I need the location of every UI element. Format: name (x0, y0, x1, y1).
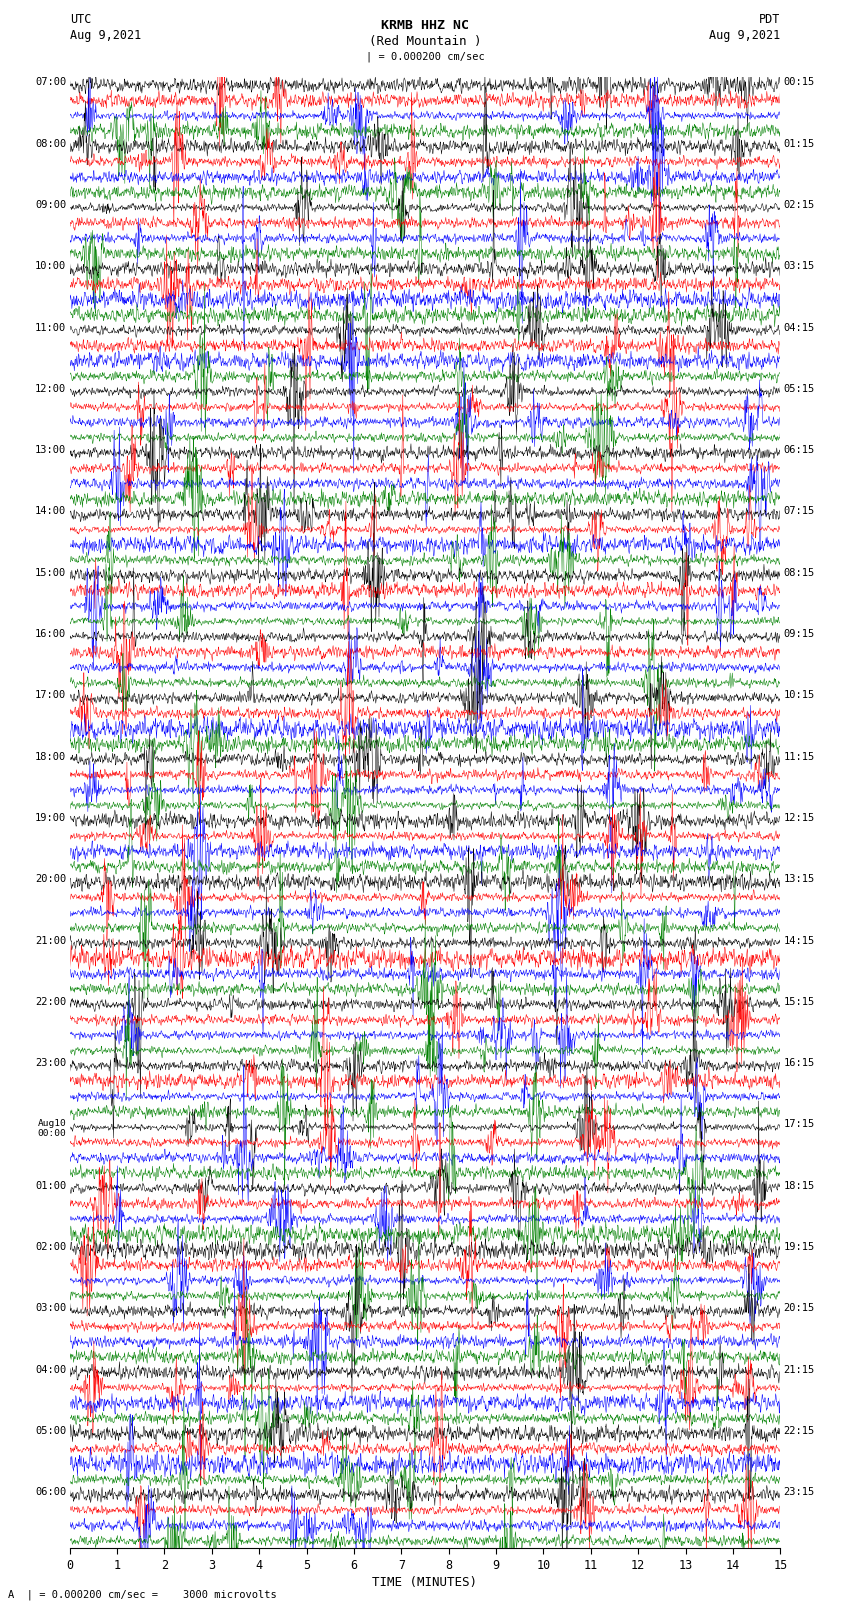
Text: 08:00: 08:00 (35, 139, 66, 148)
Text: 16:15: 16:15 (784, 1058, 815, 1068)
Text: Aug10
00:00: Aug10 00:00 (37, 1119, 66, 1139)
Text: 20:00: 20:00 (35, 874, 66, 884)
Text: PDT: PDT (759, 13, 780, 26)
Text: 06:00: 06:00 (35, 1487, 66, 1497)
Text: 05:15: 05:15 (784, 384, 815, 394)
Text: 17:15: 17:15 (784, 1119, 815, 1129)
Text: KRMB HHZ NC: KRMB HHZ NC (381, 19, 469, 32)
Text: 22:15: 22:15 (784, 1426, 815, 1436)
Text: 10:15: 10:15 (784, 690, 815, 700)
Text: 04:00: 04:00 (35, 1365, 66, 1374)
Text: 19:15: 19:15 (784, 1242, 815, 1252)
Text: 02:00: 02:00 (35, 1242, 66, 1252)
Text: Aug 9,2021: Aug 9,2021 (709, 29, 780, 42)
Text: 12:00: 12:00 (35, 384, 66, 394)
Text: | = 0.000200 cm/sec: | = 0.000200 cm/sec (366, 52, 484, 63)
Text: 01:15: 01:15 (784, 139, 815, 148)
Text: (Red Mountain ): (Red Mountain ) (369, 35, 481, 48)
Text: 18:15: 18:15 (784, 1181, 815, 1190)
Text: 05:00: 05:00 (35, 1426, 66, 1436)
Text: A  | = 0.000200 cm/sec =    3000 microvolts: A | = 0.000200 cm/sec = 3000 microvolts (8, 1589, 277, 1600)
Text: 01:00: 01:00 (35, 1181, 66, 1190)
Text: Aug 9,2021: Aug 9,2021 (70, 29, 141, 42)
Text: 03:00: 03:00 (35, 1303, 66, 1313)
Text: 23:00: 23:00 (35, 1058, 66, 1068)
Text: 16:00: 16:00 (35, 629, 66, 639)
Text: 11:15: 11:15 (784, 752, 815, 761)
Text: 19:00: 19:00 (35, 813, 66, 823)
X-axis label: TIME (MINUTES): TIME (MINUTES) (372, 1576, 478, 1589)
Text: 13:00: 13:00 (35, 445, 66, 455)
Text: UTC: UTC (70, 13, 91, 26)
Text: 07:00: 07:00 (35, 77, 66, 87)
Text: 06:15: 06:15 (784, 445, 815, 455)
Text: 09:00: 09:00 (35, 200, 66, 210)
Text: 10:00: 10:00 (35, 261, 66, 271)
Text: 02:15: 02:15 (784, 200, 815, 210)
Text: 23:15: 23:15 (784, 1487, 815, 1497)
Text: 00:15: 00:15 (784, 77, 815, 87)
Text: 12:15: 12:15 (784, 813, 815, 823)
Text: 15:15: 15:15 (784, 997, 815, 1007)
Text: 17:00: 17:00 (35, 690, 66, 700)
Text: 20:15: 20:15 (784, 1303, 815, 1313)
Text: 11:00: 11:00 (35, 323, 66, 332)
Text: 08:15: 08:15 (784, 568, 815, 577)
Text: 21:15: 21:15 (784, 1365, 815, 1374)
Text: 13:15: 13:15 (784, 874, 815, 884)
Text: 07:15: 07:15 (784, 506, 815, 516)
Text: 21:00: 21:00 (35, 936, 66, 945)
Text: 14:15: 14:15 (784, 936, 815, 945)
Text: 14:00: 14:00 (35, 506, 66, 516)
Text: 03:15: 03:15 (784, 261, 815, 271)
Text: 22:00: 22:00 (35, 997, 66, 1007)
Text: 18:00: 18:00 (35, 752, 66, 761)
Text: 15:00: 15:00 (35, 568, 66, 577)
Text: 09:15: 09:15 (784, 629, 815, 639)
Text: 04:15: 04:15 (784, 323, 815, 332)
